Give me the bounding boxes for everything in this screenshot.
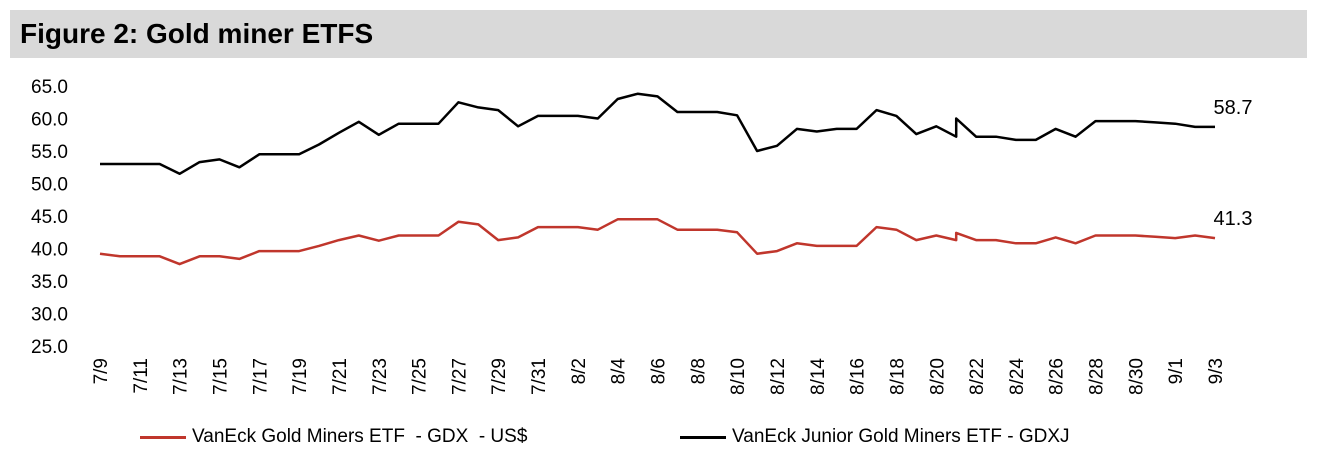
series-line-gdxj bbox=[100, 92, 1215, 176]
series-line-gdx bbox=[99, 218, 1216, 266]
x-tick-label: 8/14 bbox=[808, 358, 829, 395]
y-tick-label: 40.0 bbox=[31, 240, 68, 261]
x-tick-label: 8/28 bbox=[1087, 358, 1108, 395]
y-tick-label: 65.0 bbox=[31, 77, 68, 98]
y-tick-label: 60.0 bbox=[31, 110, 68, 131]
x-tick-label: 8/30 bbox=[1126, 358, 1147, 395]
x-tick-label: 7/15 bbox=[210, 358, 231, 395]
x-tick-label: 8/22 bbox=[967, 358, 988, 395]
x-tick-label: 7/29 bbox=[489, 358, 510, 395]
x-tick-label: 7/27 bbox=[449, 358, 470, 395]
x-tick-label: 8/20 bbox=[927, 358, 948, 395]
y-tick-label: 45.0 bbox=[31, 207, 68, 228]
y-tick-label: 30.0 bbox=[31, 305, 68, 326]
end-value-label-gdx: 41.3 bbox=[1214, 208, 1253, 230]
x-tick-label: 7/23 bbox=[370, 358, 391, 395]
x-tick-label: 8/8 bbox=[688, 358, 709, 384]
x-tick-label: 8/24 bbox=[1007, 358, 1028, 395]
x-tick-label: 9/3 bbox=[1206, 358, 1227, 384]
x-tick-label: 7/9 bbox=[91, 358, 112, 384]
y-tick-label: 50.0 bbox=[31, 175, 68, 196]
x-tick-label: 8/26 bbox=[1047, 358, 1068, 395]
chart-title: Figure 2: Gold miner ETFS bbox=[20, 18, 374, 49]
legend-swatch-gdxj bbox=[680, 435, 726, 439]
x-tick-label: 9/1 bbox=[1166, 358, 1187, 384]
x-tick-label: 8/10 bbox=[728, 358, 749, 395]
x-tick-label: 8/2 bbox=[569, 358, 590, 384]
x-tick-label: 8/16 bbox=[848, 358, 869, 395]
x-tick-label: 8/6 bbox=[649, 358, 670, 384]
legend-swatch-gdx bbox=[140, 435, 186, 439]
y-tick-label: 25.0 bbox=[31, 337, 68, 358]
end-value-label-gdxj: 58.7 bbox=[1214, 97, 1253, 119]
x-tick-label: 7/11 bbox=[131, 358, 152, 394]
x-tick-label: 7/13 bbox=[171, 358, 192, 395]
x-tick-label: 7/19 bbox=[290, 358, 311, 395]
legend-label-gdx: VanEck Gold Miners ETF - GDX - US$ bbox=[192, 426, 528, 447]
legend-item-gdx: VanEck Gold Miners ETF - GDX - US$ bbox=[140, 426, 527, 448]
legend-label-gdxj: VanEck Junior Gold Miners ETF - GDXJ bbox=[732, 426, 1070, 447]
y-tick-label: 35.0 bbox=[31, 272, 68, 293]
x-tick-label: 7/31 bbox=[529, 358, 550, 395]
x-tick-label: 8/4 bbox=[609, 358, 630, 385]
legend-item-gdxj: VanEck Junior Gold Miners ETF - GDXJ bbox=[680, 426, 1070, 448]
x-tick-label: 7/21 bbox=[330, 358, 351, 395]
x-tick-label: 7/17 bbox=[250, 358, 271, 395]
y-tick-label: 55.0 bbox=[31, 142, 68, 163]
x-tick-label: 8/18 bbox=[887, 358, 908, 395]
title-band: Figure 2: Gold miner ETFS bbox=[10, 10, 1307, 58]
x-tick-label: 8/12 bbox=[768, 358, 789, 395]
x-tick-label: 7/25 bbox=[410, 358, 431, 395]
